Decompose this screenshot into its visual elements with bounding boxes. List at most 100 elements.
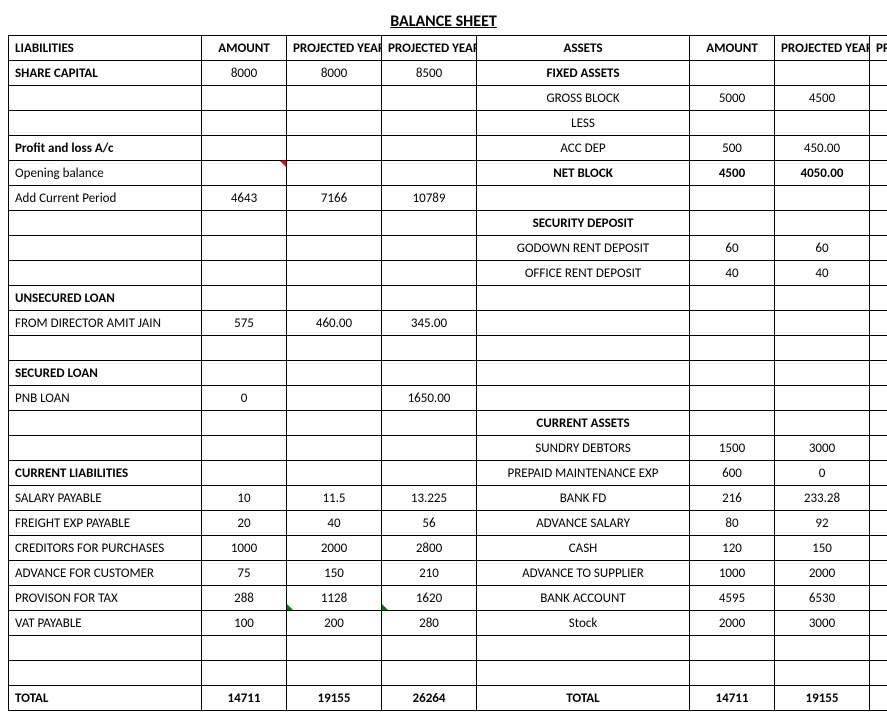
- cell: 10: [202, 486, 287, 511]
- cell: [477, 361, 690, 386]
- cell: 150: [775, 536, 870, 561]
- cell: [382, 136, 477, 161]
- cell: 7769: [870, 586, 887, 611]
- cell: [202, 211, 287, 236]
- cell: 8000: [202, 61, 287, 86]
- cell: GODOWN RENT DEPOSIT: [477, 236, 690, 261]
- cell: [202, 86, 287, 111]
- cell: [9, 236, 202, 261]
- cell: 5000: [690, 86, 775, 111]
- cell: [870, 186, 887, 211]
- cell: 10789: [382, 186, 477, 211]
- table-row: SALARY PAYABLE1011.513.225BANK FD216233.…: [9, 486, 887, 511]
- cell: [287, 411, 382, 436]
- cell: 0: [202, 386, 287, 411]
- table-row: SUNDRY DEBTORS150030004200: [9, 436, 887, 461]
- cell: 2000: [690, 611, 775, 636]
- header-projected-y1-a: PROJECTED YEAR 1: [287, 36, 382, 61]
- cell: ADVANCE SALARY: [477, 511, 690, 536]
- cell: [775, 311, 870, 336]
- cell: 1000: [690, 561, 775, 586]
- cell: 793.5: [870, 461, 887, 486]
- cell: [870, 411, 887, 436]
- cell: 8500: [382, 61, 477, 86]
- cell: 6550.00: [870, 86, 887, 111]
- cell: 19155: [775, 686, 870, 711]
- cell: [287, 261, 382, 286]
- cell: 40: [775, 261, 870, 286]
- cell: [870, 211, 887, 236]
- table-row: Profit and loss A/cACC DEP500450.00624.0…: [9, 136, 887, 161]
- cell: LESS: [477, 111, 690, 136]
- cell: Opening balance: [9, 161, 202, 186]
- cell: [382, 161, 477, 186]
- cell: 624.00: [870, 136, 887, 161]
- cell: [382, 261, 477, 286]
- cell: [382, 661, 477, 686]
- cell: [287, 636, 382, 661]
- cell: [202, 436, 287, 461]
- cell: [202, 336, 287, 361]
- cell: 4050.00: [775, 161, 870, 186]
- cell: [287, 386, 382, 411]
- cell: 60: [870, 236, 887, 261]
- cell: [477, 386, 690, 411]
- cell: [287, 286, 382, 311]
- cell: 26264.00: [870, 686, 887, 711]
- cell: ACC DEP: [477, 136, 690, 161]
- cell: SHARE CAPITAL: [9, 61, 202, 86]
- cell: [287, 336, 382, 361]
- cell: FREIGHT EXP PAYABLE: [9, 511, 202, 536]
- cell: [202, 361, 287, 386]
- header-projected-y1-b: PROJECTED YEAR 1: [775, 36, 870, 61]
- cell: [382, 461, 477, 486]
- cell: [9, 336, 202, 361]
- cell: FROM DIRECTOR AMIT JAIN: [9, 311, 202, 336]
- cell: 56: [382, 511, 477, 536]
- table-row: LESS: [9, 111, 887, 136]
- cell: [870, 361, 887, 386]
- cell: 2000: [287, 536, 382, 561]
- cell: [477, 636, 690, 661]
- cell: 4200: [870, 436, 887, 461]
- cell: 450.00: [775, 136, 870, 161]
- cell: 0.00: [870, 486, 887, 511]
- cell: 3000: [775, 611, 870, 636]
- cell: [202, 111, 287, 136]
- cell: 8000: [287, 61, 382, 86]
- cell: [690, 661, 775, 686]
- cell: Stock: [477, 611, 690, 636]
- table-row: PROVISON FOR TAX28811281620BANK ACCOUNT4…: [9, 586, 887, 611]
- cell: 14711: [202, 686, 287, 711]
- cell: 2000: [775, 561, 870, 586]
- cell: [9, 636, 202, 661]
- cell: [287, 461, 382, 486]
- cell: [690, 361, 775, 386]
- cell: FIXED ASSETS: [477, 61, 690, 86]
- cell: [287, 111, 382, 136]
- cell: GROSS BLOCK: [477, 86, 690, 111]
- cell: [870, 61, 887, 86]
- cell: PREPAID MAINTENANCE EXP: [477, 461, 690, 486]
- cell: 500: [690, 136, 775, 161]
- cell: 20: [202, 511, 287, 536]
- cell: 4500: [690, 161, 775, 186]
- balance-sheet-table: LIABILITIES AMOUNT PROJECTED YEAR 1 PROJ…: [8, 35, 887, 711]
- cell: [9, 411, 202, 436]
- cell: [870, 286, 887, 311]
- cell: [287, 236, 382, 261]
- cell: [9, 111, 202, 136]
- cell: [287, 86, 382, 111]
- cell: [775, 411, 870, 436]
- cell: 233.28: [775, 486, 870, 511]
- cell: TOTAL: [477, 686, 690, 711]
- cell: [870, 111, 887, 136]
- table-row: SECURED LOAN: [9, 361, 887, 386]
- cell: SALARY PAYABLE: [9, 486, 202, 511]
- table-row: SHARE CAPITAL800080008500FIXED ASSETS: [9, 61, 887, 86]
- table-row: VAT PAYABLE100200280Stock200030004400: [9, 611, 887, 636]
- table-row: OFFICE RENT DEPOSIT404040: [9, 261, 887, 286]
- cell: CASH: [477, 536, 690, 561]
- cell: [870, 336, 887, 361]
- table-row: UNSECURED LOAN: [9, 286, 887, 311]
